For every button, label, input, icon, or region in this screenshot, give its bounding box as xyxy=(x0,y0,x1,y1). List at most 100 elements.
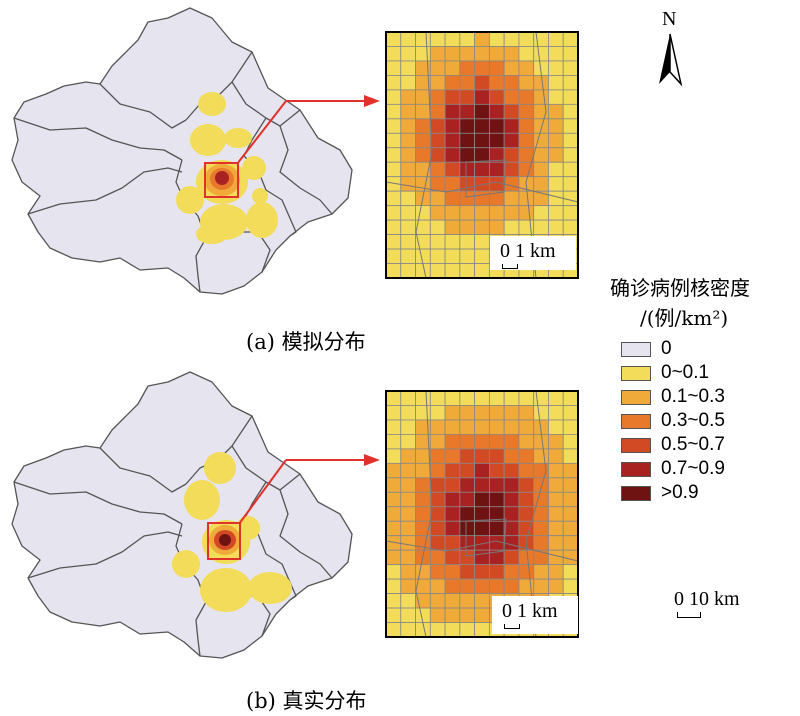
panel-b-inset-cell xyxy=(562,520,579,537)
panel-b-inset-cell xyxy=(562,390,579,406)
legend-item: 0.3~0.5 xyxy=(621,410,725,432)
panel-b-inset-cell xyxy=(459,434,476,450)
panel-b-inset-cell xyxy=(533,434,549,450)
legend-label: 0.3~0.5 xyxy=(661,410,725,431)
panel-b-inset-cell xyxy=(533,448,549,464)
panel-b-inset-road-line xyxy=(525,390,547,638)
panel-b-inset-cell xyxy=(444,520,461,537)
panel-b-inset-cell xyxy=(518,434,535,450)
legend-label: 0~0.1 xyxy=(661,362,710,383)
panel-b-inset-cell xyxy=(562,535,579,551)
legend-label: 0 xyxy=(661,338,672,359)
legend-label: >0.9 xyxy=(661,482,699,503)
panel-a-inset-road-line xyxy=(385,181,579,203)
panel-b-inset-cell xyxy=(459,607,476,623)
panel-b-inset-cell xyxy=(400,448,416,464)
panel-b-inset-cell xyxy=(548,491,564,508)
panel-b-inset-cell xyxy=(488,578,505,594)
panel-b-inset-cell xyxy=(562,506,579,522)
panel-b-inset-cell xyxy=(488,477,505,493)
panel-b-inset-scalebar: 0 1 km xyxy=(492,596,578,634)
panel-b-inset-cell xyxy=(429,564,446,580)
panel-b-inset-cell xyxy=(533,405,549,421)
panel-b-inset-cell xyxy=(429,622,446,638)
panel-b-inset-cell xyxy=(518,462,535,479)
map-scalebar: 0 10 km xyxy=(674,588,774,624)
panel-b-inset-cell xyxy=(548,434,564,450)
panel-b-inset-cell xyxy=(548,506,564,522)
panel-b-inset-cell xyxy=(429,390,446,406)
legend-swatch xyxy=(621,413,651,429)
panel-b-inset-cell xyxy=(459,419,476,435)
panel-b-inset-cell xyxy=(444,462,461,479)
legend-swatch xyxy=(621,485,651,501)
panel-b-inset-cell xyxy=(474,520,490,537)
panel-b-inset-cell xyxy=(474,491,490,508)
panel-b-inset-cell xyxy=(562,564,579,580)
panel-b-inset-cell xyxy=(548,535,564,551)
panel-b-inset-cell xyxy=(562,578,579,594)
panel-b-inset-scale-label: 0 1 km xyxy=(502,600,558,622)
panel-b-inset-cell xyxy=(415,564,431,580)
panel-b-inset-cell xyxy=(533,520,549,537)
panel-b-inset-cell xyxy=(474,477,490,493)
panel-b-inset-cell xyxy=(385,405,402,421)
panel-b-inset-cell xyxy=(429,549,446,566)
panel-b-inset-cell xyxy=(415,390,431,406)
panel-b-inset-cell xyxy=(488,564,505,580)
panel-b-inset-cell xyxy=(488,491,505,508)
panel-b-inset-cell xyxy=(385,491,402,508)
panel-a-inset-scale-label: 0 1 km xyxy=(500,240,556,262)
panel-b-inset-cell xyxy=(474,564,490,580)
panel-b-inset-cell xyxy=(444,607,461,623)
panel-b-inset-cell xyxy=(562,477,579,493)
panel-b-inset-cell xyxy=(400,462,416,479)
panel-b-inset-cell xyxy=(488,448,505,464)
panel-b-inset-cell xyxy=(562,448,579,464)
panel-b-inset-cell xyxy=(503,549,520,566)
panel-b-inset-cell xyxy=(385,419,402,435)
panel-b-inset-cell xyxy=(444,506,461,522)
panel-b-inset-cell xyxy=(548,390,564,406)
panel-b-inset-cell xyxy=(385,448,402,464)
panel-b-inset-cell xyxy=(474,462,490,479)
panel-b-inset-cell xyxy=(385,477,402,493)
legend-title-line1: 确诊病例核密度 xyxy=(610,276,750,300)
legend-item: 0.7~0.9 xyxy=(621,458,725,480)
panel-b-inset-cell xyxy=(503,578,520,594)
panel-b-inset-cell xyxy=(459,578,476,594)
panel-b-inset-cell xyxy=(459,506,476,522)
panel-b-inset-cell xyxy=(533,578,549,594)
panel-b-inset-cell xyxy=(400,535,416,551)
panel-b-inset-cell xyxy=(562,434,579,450)
panel-b-inset-cell xyxy=(385,622,402,638)
panel-b-inset-cell xyxy=(459,520,476,537)
panel-b-inset-cell xyxy=(385,607,402,623)
panel-b-inset-cell xyxy=(444,549,461,566)
panel-b-inset-road-line xyxy=(415,390,433,638)
panel-b-inset-cell xyxy=(488,462,505,479)
panel-b-inset-cell xyxy=(518,419,535,435)
panel-b-inset-cell xyxy=(385,506,402,522)
panel-a-caption: (a) 模拟分布 xyxy=(246,330,366,354)
panel-b-inset-cell xyxy=(444,578,461,594)
panel-b-inset-cell xyxy=(429,535,446,551)
panel-b-inset-cell xyxy=(518,477,535,493)
panel-b-inset-cell xyxy=(385,434,402,450)
panel-b-inset-cell xyxy=(474,549,490,566)
panel-b-inset-cell xyxy=(518,491,535,508)
panel-b-inset-cell xyxy=(429,405,446,421)
panel-b-inset-cell xyxy=(444,564,461,580)
panel-b-inset-cell xyxy=(459,549,476,566)
panel-b-caption: (b) 真实分布 xyxy=(246,689,367,713)
panel-b-inset-road-line xyxy=(385,540,579,562)
panel-b-inset-cell xyxy=(533,506,549,522)
panel-b-inset-cell xyxy=(474,405,490,421)
panel-b-inset-cell xyxy=(429,419,446,435)
panel-b-inset-cell xyxy=(488,434,505,450)
panel-b-inset-cell xyxy=(518,390,535,406)
panel-b-inset-cell xyxy=(385,578,402,594)
panel-a-inset-road-line xyxy=(415,31,433,279)
panel-b-inset-cell xyxy=(444,434,461,450)
